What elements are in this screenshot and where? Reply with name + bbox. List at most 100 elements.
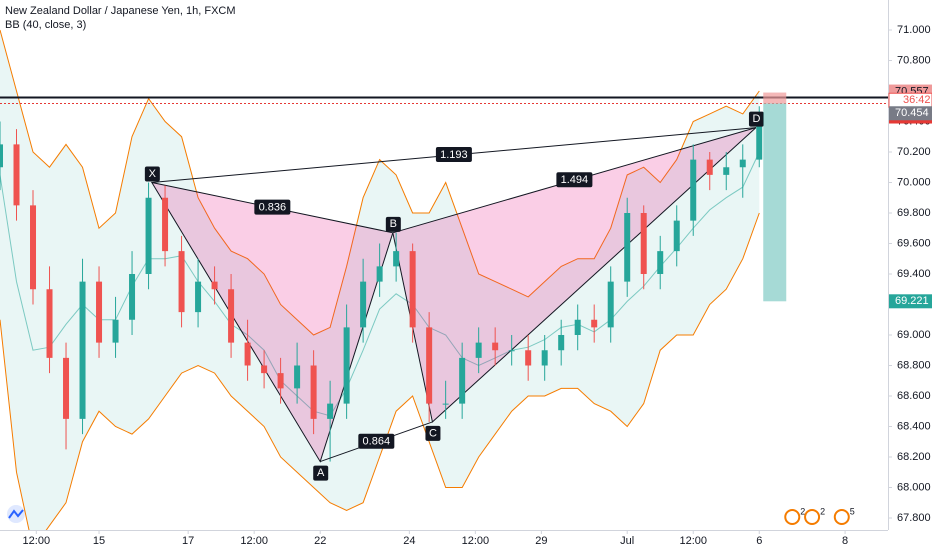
event-count: 2 <box>800 506 805 516</box>
ratio-label: 1.193 <box>440 149 468 161</box>
candle-body <box>541 350 548 366</box>
event-marker <box>784 509 801 525</box>
ratio-label: 0.836 <box>259 202 287 214</box>
point-box <box>425 425 441 441</box>
ratio-box <box>254 199 291 215</box>
point-label: X <box>149 168 157 180</box>
candle-body <box>294 365 301 389</box>
candle-body <box>492 342 499 351</box>
point-box <box>748 111 764 127</box>
candle-body <box>591 319 598 328</box>
point-label: A <box>317 467 325 479</box>
candle-body <box>459 357 466 404</box>
event-count: 5 <box>850 506 855 516</box>
price-tag-label: 69.221 <box>895 295 929 307</box>
candle-body <box>360 281 367 328</box>
candle-body <box>195 281 202 313</box>
candle-body <box>145 197 152 274</box>
ratio-box <box>556 172 593 188</box>
candle-body <box>376 266 383 282</box>
stop-zone <box>763 92 787 104</box>
y-tick-label: 67.800 <box>897 512 931 524</box>
candle-body <box>393 251 400 267</box>
ratio-label: 0.864 <box>363 436 391 448</box>
y-tick-label: 71.000 <box>897 24 931 36</box>
point-label: D <box>752 113 760 125</box>
x-tick-label: 29 <box>535 535 547 547</box>
indicator-label: BB (40, close, 3) <box>5 19 86 31</box>
price-tag <box>889 106 932 121</box>
price-tag-label: 70.454 <box>895 107 929 119</box>
candle-body <box>673 220 680 252</box>
ratio-box <box>435 147 472 163</box>
candle-body <box>723 167 730 175</box>
x-tick-label: Jul <box>620 535 634 547</box>
ratio-label: 1.494 <box>561 174 589 186</box>
event-count: 2 <box>820 506 825 516</box>
logo[interactable] <box>7 505 25 523</box>
candle-body <box>558 334 565 351</box>
x-tick-label: 12:00 <box>462 535 490 547</box>
y-tick-label: 68.400 <box>897 420 931 432</box>
candle-body <box>690 159 697 221</box>
candle-body <box>129 273 136 320</box>
band-upper <box>0 29 760 336</box>
target-zone <box>763 103 787 302</box>
y-tick-label: 69.800 <box>897 207 931 219</box>
x-tick-label: 12:00 <box>679 535 707 547</box>
candle-body <box>475 342 482 358</box>
candle-body <box>0 144 3 168</box>
candle-body <box>162 197 169 252</box>
y-tick-label: 68.200 <box>897 451 931 463</box>
x-tick-label: 17 <box>182 535 194 547</box>
plot-area: 0.836 0.864 1.193 1.494 X A B C D <box>0 29 888 530</box>
candle-body <box>409 251 416 328</box>
candle-body <box>261 365 268 374</box>
price-tag <box>889 294 932 309</box>
candle-body <box>426 327 433 404</box>
x-tick-label: 12:00 <box>240 535 268 547</box>
y-tick-label: 70.200 <box>897 146 931 158</box>
candle-body <box>13 144 20 206</box>
candle-body <box>277 373 284 389</box>
countdown: 36:42 <box>903 94 931 106</box>
event-marker <box>804 509 821 525</box>
ratio-box <box>358 433 395 449</box>
candle-body <box>574 319 581 335</box>
candle-body <box>178 251 185 313</box>
band-middle <box>0 151 760 417</box>
chart-title: New Zealand Dollar / Japanese Yen, 1h, F… <box>5 5 236 17</box>
x-tick-label: 8 <box>842 535 848 547</box>
candle-body <box>739 159 746 168</box>
candle-body <box>657 251 664 274</box>
candle-body <box>327 403 334 419</box>
y-tick-label: 70.800 <box>897 54 931 66</box>
x-tick-label: 12:00 <box>23 535 51 547</box>
point-label: B <box>390 218 397 230</box>
candle-body <box>706 159 713 175</box>
candle-body <box>756 113 763 160</box>
point-label: C <box>429 427 437 439</box>
point-box <box>313 465 329 481</box>
candle-body <box>310 365 317 419</box>
band-lower <box>0 212 760 530</box>
axes: 71.00070.80070.60070.40070.20070.00069.8… <box>23 24 932 547</box>
candle-body <box>607 281 614 328</box>
candle-body <box>63 357 70 419</box>
candle-body <box>228 289 235 343</box>
y-tick-label: 68.800 <box>897 359 931 371</box>
candle-body <box>343 327 350 404</box>
candle-body <box>46 289 53 358</box>
point-box <box>144 166 160 182</box>
y-tick-label: 70.000 <box>897 176 931 188</box>
x-tick-label: 15 <box>93 535 105 547</box>
candle-body <box>112 319 119 343</box>
x-tick-label: 22 <box>314 535 326 547</box>
candle-body <box>508 350 515 352</box>
y-tick-label: 68.000 <box>897 481 931 493</box>
candle-body <box>96 281 103 343</box>
y-tick-label: 68.600 <box>897 390 931 402</box>
x-tick-label: 6 <box>756 535 762 547</box>
y-tick-label: 69.400 <box>897 268 931 280</box>
